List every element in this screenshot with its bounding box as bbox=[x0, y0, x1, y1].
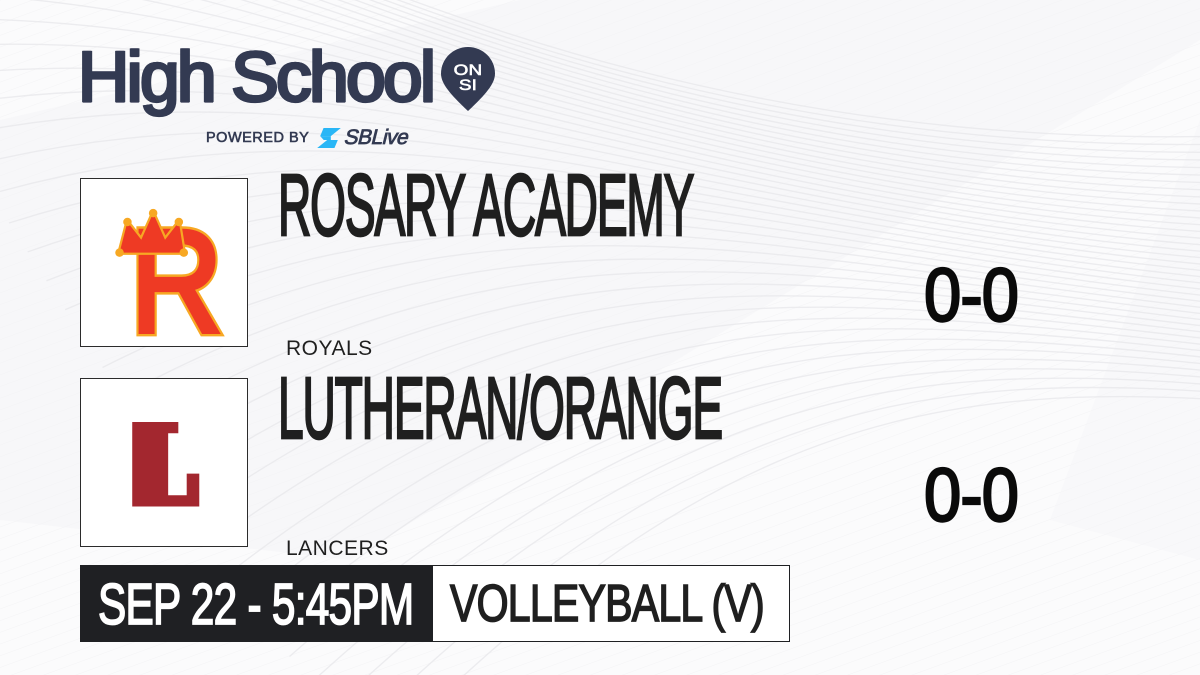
svg-text:SI: SI bbox=[459, 76, 477, 94]
